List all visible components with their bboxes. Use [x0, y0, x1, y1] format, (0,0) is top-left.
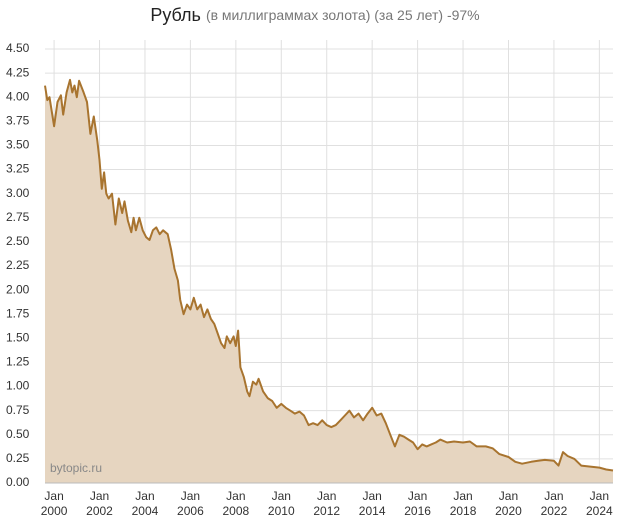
- y-tick-label: 2.75: [6, 210, 30, 224]
- x-tick-label: Jan 2008: [222, 489, 250, 518]
- x-tick-label: Jan 2014: [358, 489, 386, 518]
- y-tick-label: 1.25: [6, 355, 30, 369]
- x-tick-label: Jan 2004: [131, 489, 159, 518]
- watermark: bytopic.ru: [50, 461, 102, 475]
- x-tick-label: Jan 2024: [586, 489, 613, 518]
- x-tick-label: Jan 2006: [177, 489, 204, 518]
- y-tick-label: 3.50: [6, 138, 30, 152]
- y-tick-label: 1.00: [6, 379, 30, 393]
- y-tick-label: 3.25: [6, 162, 30, 176]
- y-tick-label: 2.25: [6, 258, 30, 272]
- y-tick-label: 0.50: [6, 427, 30, 441]
- chart-title: Рубль: [150, 5, 201, 25]
- y-tick-label: 0.25: [6, 451, 30, 465]
- y-tick-label: 3.75: [6, 114, 30, 128]
- y-tick-label: 3.00: [6, 186, 30, 200]
- x-tick-label: Jan 2012: [313, 489, 341, 518]
- chart-subtitle: (в миллиграммах золота) (за 25 лет) -97%: [206, 7, 480, 23]
- y-tick-label: 2.00: [6, 282, 30, 296]
- y-tick-label: 4.25: [6, 65, 30, 79]
- x-tick-label: Jan 2010: [267, 489, 295, 518]
- y-tick-label: 1.75: [6, 306, 30, 320]
- x-tick-label: Jan 2000: [40, 489, 68, 518]
- x-tick-label: Jan 2002: [86, 489, 113, 518]
- y-tick-label: 0.00: [6, 475, 30, 489]
- x-tick-label: Jan 2016: [404, 489, 431, 518]
- y-tick-label: 2.50: [6, 234, 30, 248]
- y-tick-label: 0.75: [6, 403, 30, 417]
- area: [45, 79, 613, 484]
- line: [44, 78, 614, 472]
- x-tick-label: Jan 2020: [495, 489, 522, 518]
- y-tick-label: 4.50: [6, 41, 30, 55]
- y-tick-label: 4.00: [6, 89, 30, 103]
- y-tick-label: 1.50: [6, 331, 30, 345]
- x-tick-label: Jan 2022: [540, 489, 568, 518]
- title: Рубль (в миллиграммах золота) (за 25 лет)…: [150, 5, 479, 25]
- x-tick-label: Jan 2018: [449, 489, 477, 518]
